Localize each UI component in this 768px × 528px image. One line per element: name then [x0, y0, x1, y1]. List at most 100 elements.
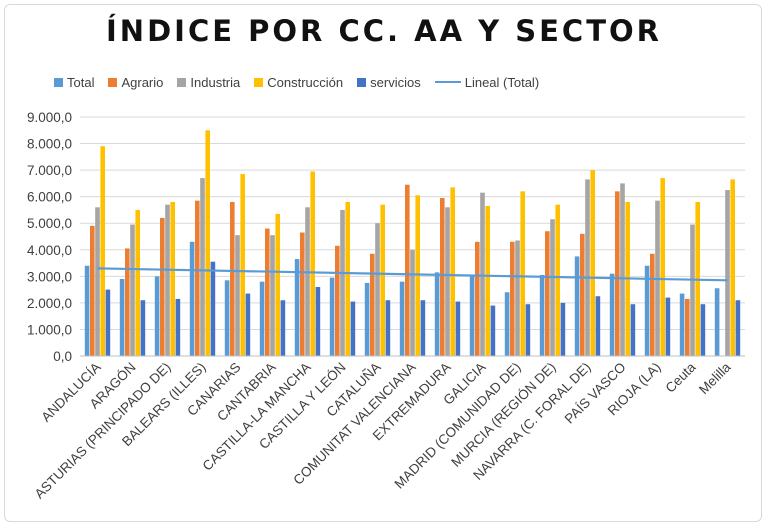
y-tick-label: 5.000,0: [27, 216, 72, 231]
bar-construccin: [590, 170, 595, 356]
bar-agrario: [300, 232, 305, 356]
legend-swatch-servicios: [357, 77, 367, 87]
bar-construccin: [345, 201, 350, 356]
chart-title: ÍNDICE POR CC. AA Y SECTOR: [106, 14, 662, 48]
bar-agrario: [160, 217, 165, 356]
bar-construccin: [135, 209, 140, 356]
bar-industria: [515, 240, 520, 356]
legend-label-total: Total: [67, 74, 95, 90]
bar-agrario: [125, 248, 130, 356]
chart-legend: Total Agrario Industria Construcción ser…: [54, 72, 738, 92]
y-tick-label: 4.000,0: [27, 243, 72, 258]
bar-agrario: [580, 233, 585, 356]
bar-industria: [375, 223, 380, 356]
bar-industria: [585, 179, 590, 356]
bar-total: [504, 292, 510, 356]
bar-servicios: [595, 296, 601, 356]
bar-industria: [620, 183, 625, 356]
bar-servicios: [210, 261, 216, 356]
bar-servicios: [455, 301, 461, 356]
bar-servicios: [700, 304, 706, 356]
bar-agrario: [90, 225, 95, 356]
bar-agrario: [545, 231, 550, 356]
bar-industria: [480, 192, 485, 356]
bar-total: [434, 272, 440, 356]
bar-construccin: [485, 205, 490, 356]
legend-label-servicios: servicios: [370, 74, 421, 90]
bar-construccin: [660, 178, 665, 356]
y-tick-label: 0,0: [53, 349, 72, 364]
bar-construccin: [380, 204, 385, 356]
bar-industria: [130, 224, 135, 356]
bar-total: [84, 265, 90, 356]
bar-agrario: [615, 191, 620, 356]
y-tick-label: 2.000,0: [27, 296, 72, 311]
bar-servicios: [105, 289, 111, 356]
bar-construccin: [555, 204, 560, 356]
bar-construccin: [450, 187, 455, 356]
bar-construccin: [310, 171, 315, 356]
bar-servicios: [245, 293, 251, 356]
bar-construccin: [730, 179, 735, 356]
legend-label-industria: Industria: [190, 74, 241, 90]
bar-construccin: [205, 130, 210, 356]
bar-total: [259, 281, 265, 356]
trendline: [97, 267, 728, 282]
legend-swatch-industria: [177, 77, 187, 87]
bar-total: [679, 293, 685, 356]
bar-industria: [445, 207, 450, 356]
bar-servicios: [630, 304, 636, 356]
x-tick-label: Ceuta: [663, 359, 699, 395]
x-tick-label: Melilla: [696, 359, 734, 397]
legend-item-construccion: Construcción: [254, 75, 343, 90]
bar-servicios: [140, 300, 146, 356]
bar-agrario: [370, 253, 375, 356]
bar-total: [539, 275, 545, 356]
bar-industria: [165, 204, 170, 356]
bar-construccin: [100, 146, 105, 356]
bar-construccin: [170, 201, 175, 356]
legend-swatch-agrario: [108, 77, 118, 87]
bar-total: [189, 241, 195, 356]
y-tick-label: 3.000,0: [27, 269, 72, 284]
y-tick-label: 7.000,0: [27, 163, 72, 178]
legend-item-total: Total: [54, 75, 94, 90]
legend-swatch-trendline: [434, 81, 461, 83]
bar-agrario: [510, 241, 515, 356]
bar-servicios: [560, 302, 566, 356]
legend-label-construccion: Construcción: [267, 74, 344, 90]
bar-agrario: [440, 197, 445, 356]
y-tick-label: 6.000,0: [27, 190, 72, 205]
bar-servicios: [315, 286, 321, 356]
bar-total: [154, 276, 160, 356]
bar-total: [609, 273, 615, 356]
bar-construccin: [275, 213, 280, 356]
bar-servicios: [735, 300, 741, 356]
bar-industria: [690, 224, 695, 356]
legend-item-agrario: Agrario: [108, 75, 163, 90]
y-tick-label: 1.000,0: [27, 322, 72, 337]
bar-industria: [340, 209, 345, 356]
bar-total: [329, 277, 335, 356]
y-tick-label: 9.000,0: [27, 110, 72, 125]
bar-industria: [725, 190, 730, 356]
bar-total: [574, 256, 580, 356]
bar-total: [224, 280, 230, 356]
bar-servicios: [490, 305, 496, 356]
x-tick-label: ASTURIAS (PRINCIPADO DE): [32, 360, 174, 502]
bar-industria: [270, 235, 275, 356]
legend-swatch-total: [54, 77, 63, 87]
legend-label-trendline: Lineal (Total): [464, 74, 540, 90]
bar-servicios: [525, 304, 531, 356]
legend-item-servicios: servicios: [357, 75, 421, 90]
bar-servicios: [420, 300, 426, 356]
bar-agrario: [405, 184, 410, 356]
legend-swatch-construccion: [254, 77, 264, 87]
legend-item-industria: Industria: [177, 75, 240, 90]
bar-industria: [235, 235, 240, 356]
bar-total: [119, 278, 125, 356]
bar-industria: [95, 207, 100, 356]
bar-agrario: [475, 241, 480, 356]
bar-agrario: [265, 228, 270, 356]
